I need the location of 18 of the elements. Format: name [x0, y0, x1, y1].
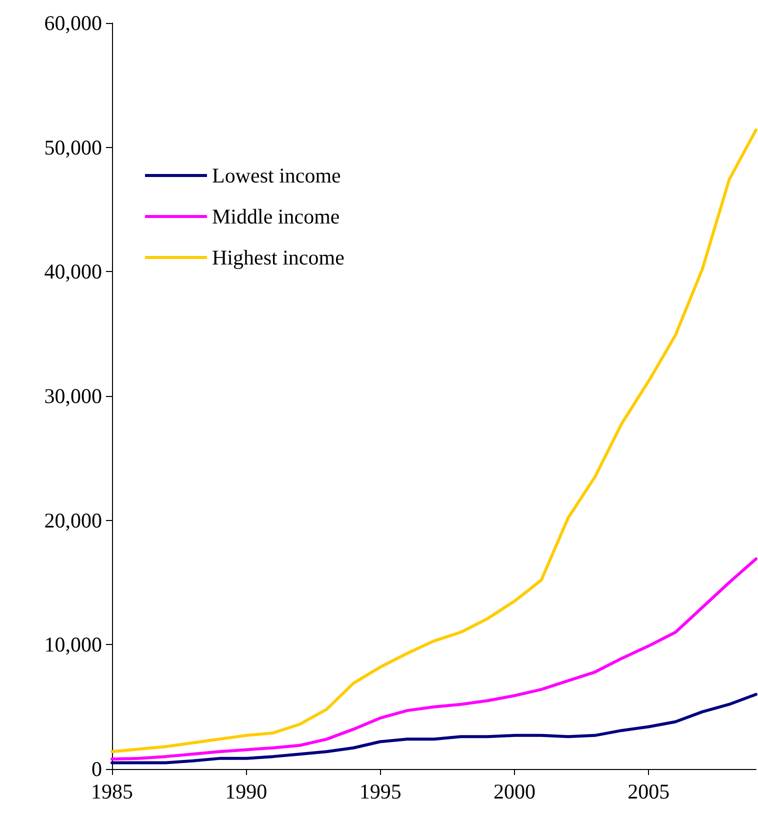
line-series	[110, 557, 758, 761]
legend-label: Highest income	[212, 246, 344, 270]
x-tick-label: 1990	[225, 780, 268, 804]
y-tick-label: 0	[92, 757, 102, 781]
y-tick-label: 30,000	[44, 384, 102, 408]
legend-label: Middle income	[212, 204, 340, 228]
y-tick-label: 40,000	[44, 260, 102, 284]
line-series	[110, 692, 758, 764]
x-tick-label: 2005	[628, 780, 670, 804]
y-tick-label: 60,000	[44, 11, 102, 35]
y-tick-label: 10,000	[44, 632, 102, 657]
legend-label: Lowest income	[212, 164, 341, 188]
x-tick-label: 2000	[494, 780, 536, 804]
y-tick-label: 20,000	[44, 508, 102, 532]
x-tick-label: 1995	[359, 780, 402, 804]
line-series	[110, 128, 758, 754]
x-tick-label: 1985	[91, 780, 133, 804]
y-tick-label: 50,000	[44, 135, 102, 160]
